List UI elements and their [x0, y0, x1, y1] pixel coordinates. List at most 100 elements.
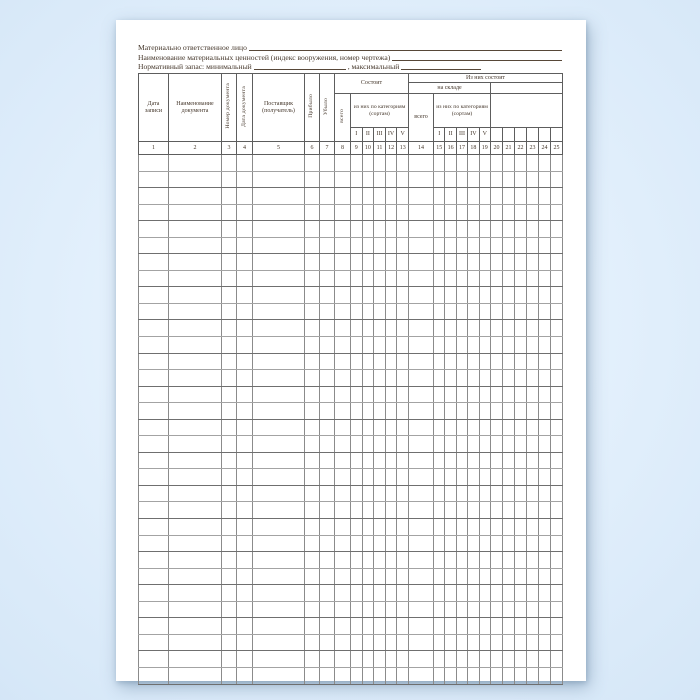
empty-cell	[433, 451, 446, 470]
empty-cell	[433, 154, 446, 172]
empty-cell	[478, 154, 492, 172]
empty-cell	[236, 369, 253, 387]
empty-cell	[502, 567, 515, 586]
empty-cell	[538, 402, 551, 420]
empty-cell	[478, 484, 492, 503]
empty-cell	[490, 352, 503, 371]
empty-cell	[168, 567, 222, 586]
empty-cell	[138, 468, 169, 486]
empty-cell	[236, 666, 253, 685]
empty-cell	[319, 617, 335, 635]
empty-cell	[168, 435, 222, 453]
empty-cell	[538, 269, 551, 288]
empty-cell	[334, 584, 351, 602]
empty-cell	[455, 567, 469, 586]
empty-cell	[319, 484, 335, 503]
empty-cell	[490, 567, 503, 586]
empty-cell	[304, 617, 320, 635]
empty-cell	[384, 534, 398, 553]
empty-cell	[526, 236, 539, 255]
empty-cell	[444, 302, 457, 321]
empty-cell	[373, 451, 386, 470]
empty-cell	[334, 600, 351, 619]
empty-cell	[168, 534, 222, 553]
empty-cell	[514, 336, 527, 354]
empty-cell	[350, 154, 363, 172]
empty-cell	[502, 650, 515, 668]
empty-cell	[433, 385, 446, 404]
empty-cell	[373, 534, 386, 553]
empty-cell	[467, 319, 480, 338]
empty-cell	[373, 650, 386, 668]
subgroup-header-blank	[489, 93, 564, 128]
empty-cell	[433, 518, 446, 536]
empty-cell	[538, 551, 551, 569]
empty-cell	[304, 435, 320, 453]
empty-cell	[549, 203, 564, 222]
empty-cell	[334, 319, 351, 338]
empty-cell	[384, 269, 398, 288]
empty-cell	[168, 385, 222, 404]
empty-cell	[408, 336, 435, 354]
empty-cell	[526, 567, 539, 586]
blank-underline	[401, 62, 482, 71]
empty-cell	[455, 336, 469, 354]
empty-cell	[467, 286, 480, 304]
table-row	[138, 269, 564, 288]
empty-cell	[236, 418, 253, 437]
empty-cell	[334, 551, 351, 569]
empty-cell	[526, 402, 539, 420]
empty-cell	[526, 468, 539, 486]
empty-cell	[350, 633, 363, 652]
empty-cell	[549, 567, 564, 586]
empty-cell	[502, 336, 515, 354]
empty-cell	[252, 650, 305, 668]
empty-cell	[490, 369, 503, 387]
table-row	[138, 302, 564, 321]
empty-cell	[433, 650, 446, 668]
empty-cell	[408, 402, 435, 420]
empty-cell	[252, 617, 305, 635]
empty-cell	[396, 501, 410, 520]
empty-cell	[514, 666, 527, 685]
col-header-record-date: Дата записи	[138, 73, 169, 142]
empty-cell	[384, 369, 398, 387]
empty-cell	[478, 170, 492, 189]
empty-cell	[221, 584, 237, 602]
table-row	[138, 534, 564, 553]
empty-cell	[236, 352, 253, 371]
empty-cell	[478, 336, 492, 354]
empty-cell	[502, 269, 515, 288]
empty-cell	[408, 170, 435, 189]
empty-cell	[221, 154, 237, 172]
empty-cell	[361, 203, 375, 222]
col-header-arrived: Прибыло	[304, 73, 320, 142]
empty-cell	[361, 369, 375, 387]
empty-cell	[361, 617, 375, 635]
empty-cell	[319, 203, 335, 222]
empty-cell	[221, 418, 237, 437]
empty-cell	[396, 220, 410, 238]
empty-cell	[304, 187, 320, 205]
empty-cell	[168, 666, 222, 685]
empty-cell	[526, 617, 539, 635]
empty-cell	[373, 253, 386, 271]
empty-cell	[350, 617, 363, 635]
empty-cell	[304, 518, 320, 536]
empty-cell	[467, 501, 480, 520]
empty-cell	[361, 484, 375, 503]
empty-cell	[526, 269, 539, 288]
table-row	[138, 220, 564, 238]
empty-cell	[444, 617, 457, 635]
empty-cell	[138, 402, 169, 420]
empty-cell	[478, 286, 492, 304]
empty-cell	[304, 286, 320, 304]
empty-cell	[408, 451, 435, 470]
empty-cell	[502, 418, 515, 437]
empty-cell	[514, 633, 527, 652]
empty-cell	[350, 451, 363, 470]
empty-cell	[304, 352, 320, 371]
empty-cell	[455, 203, 469, 222]
empty-cell	[514, 600, 527, 619]
empty-cell	[408, 484, 435, 503]
